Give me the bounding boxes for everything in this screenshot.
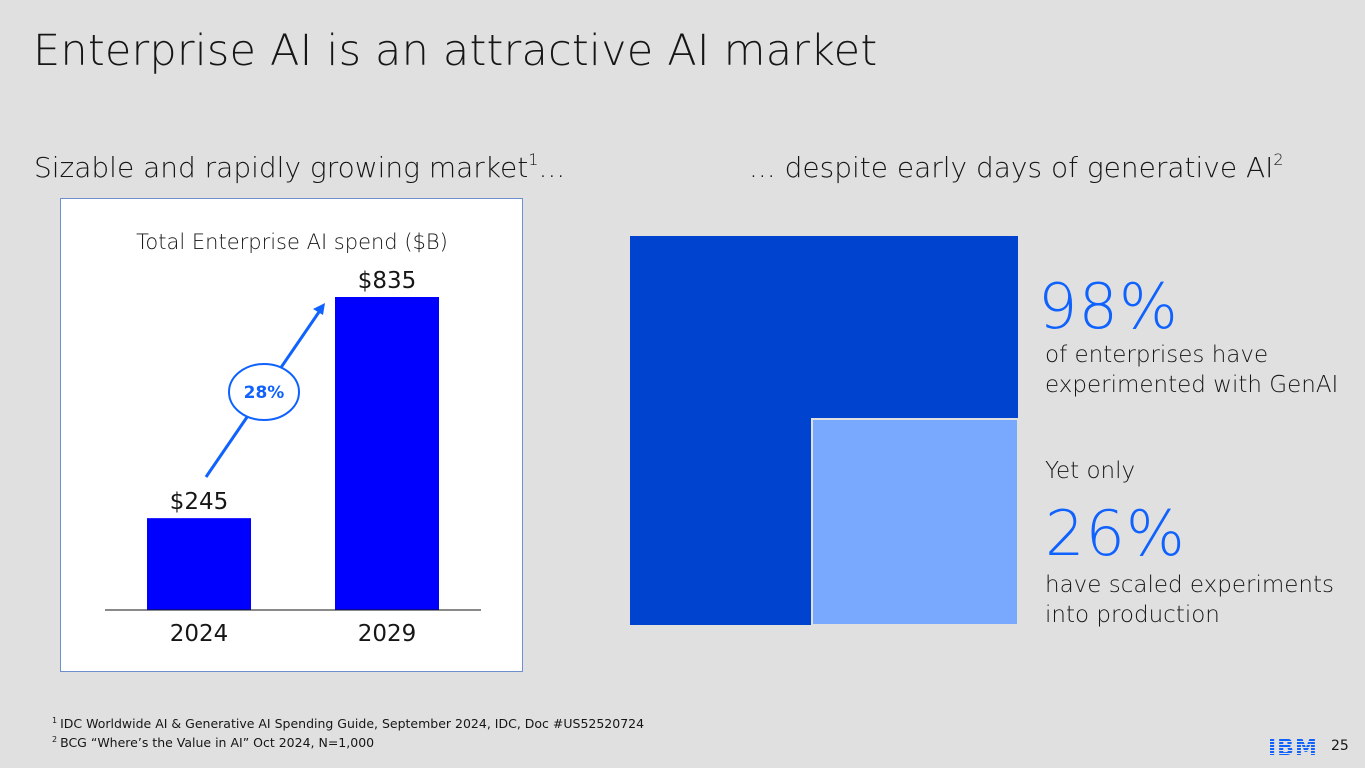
ibm-logo: IBM xyxy=(1268,736,1318,758)
left-heading: Sizable and rapidly growing market1... xyxy=(34,150,566,184)
footnotes: 1 IDC Worldwide AI & Generative AI Spendi… xyxy=(52,713,644,751)
spend-chart-panel: Total Enterprise AI spend ($B) $245 $835… xyxy=(60,198,523,672)
category-label-2029: 2029 xyxy=(358,621,417,647)
slide-title: Enterprise AI is an attractive AI market xyxy=(33,26,878,76)
ibm-logo-text: IBM xyxy=(1268,736,1318,758)
category-label-2024: 2024 xyxy=(170,621,229,647)
yet-only-label: Yet only xyxy=(1045,458,1136,484)
chart-title: Total Enterprise AI spend ($B) xyxy=(136,230,448,254)
value-label-2024: $245 xyxy=(170,489,229,515)
spend-chart: Total Enterprise AI spend ($B) $245 $835… xyxy=(105,230,481,647)
page-number: 25 xyxy=(1331,738,1349,754)
bar-2029 xyxy=(335,297,439,610)
experimented-description: of enterprises have experimented with Ge… xyxy=(1045,342,1339,398)
footnote-2: 2 BCG “Where’s the Value in AI” Oct 2024,… xyxy=(52,735,375,750)
footnote-1: 1 IDC Worldwide AI & Generative AI Spendi… xyxy=(52,716,645,731)
growth-arrow-head-icon xyxy=(313,303,325,315)
adoption-square-graphic xyxy=(630,236,1018,625)
scaled-percentage: 26% xyxy=(1045,497,1186,570)
experimented-percentage: 98% xyxy=(1038,270,1179,343)
bar-2024 xyxy=(147,518,251,610)
scaled-square xyxy=(811,418,1018,625)
right-heading: ... despite early days of generative AI2 xyxy=(749,150,1284,184)
cagr-badge xyxy=(228,363,300,421)
scaled-description: have scaled experiments into production xyxy=(1045,572,1335,628)
value-label-2029: $835 xyxy=(358,268,417,294)
cagr-label: 28% xyxy=(244,383,285,403)
